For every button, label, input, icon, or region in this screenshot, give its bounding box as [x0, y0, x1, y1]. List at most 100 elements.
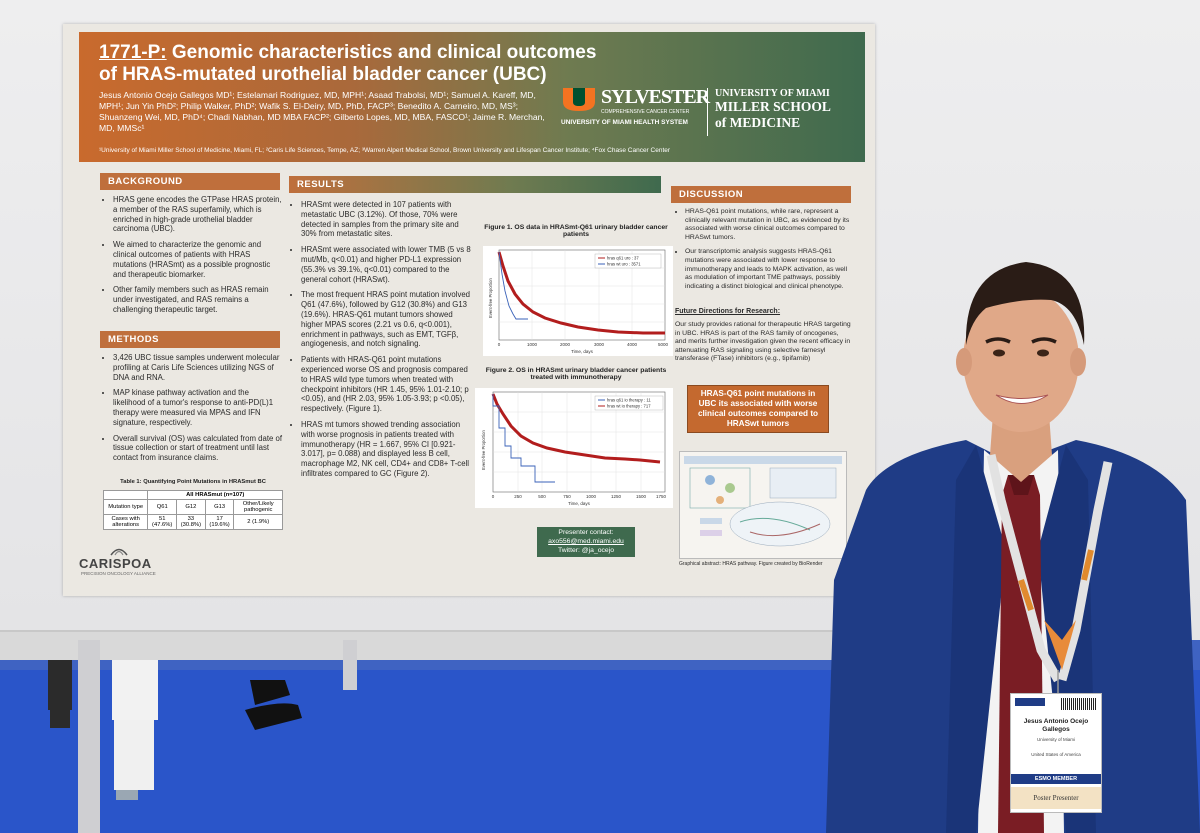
um-line1: UNIVERSITY OF MIAMI [715, 88, 830, 99]
poster-title-text: Genomic characteristics and clinical out… [99, 42, 597, 85]
background-item: HRAS gene encodes the GTPase HRAS protei… [113, 195, 283, 234]
contact-twitter: Twitter: @ja_ocejo [557, 547, 614, 554]
mutation-table: All HRASmut (n=107) Mutation type Q61 G1… [102, 490, 283, 530]
table-header: G12 [176, 499, 206, 515]
fig2-xtick: 1250 [611, 494, 622, 499]
fig2-ylabel: Event-free Proportion [481, 430, 486, 470]
discussion-text: HRAS-Q61 point mutations, while rare, re… [675, 208, 851, 297]
table-header: Mutation type [102, 499, 149, 515]
um-u-logo-icon [563, 88, 595, 111]
badge-country: United States of America [1031, 752, 1081, 757]
table-cell: 17 (19.6%) [204, 514, 235, 530]
table-cell: 33 (30.8%) [176, 514, 206, 530]
table-group-header: All HRASmut (n=107) [147, 490, 283, 500]
contact-email: axo556@med.miami.edu [548, 538, 624, 545]
fig1-legend-item: hras q61 uro : 37 [607, 256, 639, 261]
caris-logo: CARISPOA PRECISION ONCOLOGY ALLIANCE [79, 544, 169, 576]
graphical-abstract-caption: Graphical abstract: HRAS pathway. Figure… [679, 561, 823, 567]
um-line3: of MEDICINE [715, 115, 801, 130]
caris-arc-icon [110, 548, 128, 556]
wt-io-survival-curve [491, 393, 661, 464]
poster-code: 1771-P: [99, 42, 167, 63]
caris-sub: PRECISION ONCOLOGY ALLIANCE [81, 571, 156, 576]
discussion-item: HRAS-Q61 point mutations, while rare, re… [685, 208, 851, 242]
table-cell: 2 (1.9%) [233, 514, 283, 530]
fig2-xtick: 1000 [586, 494, 597, 499]
q61-survival-curve [498, 251, 528, 320]
face [963, 288, 1079, 432]
um-miller-logo: UNIVERSITY OF MIAMI MILLER SCHOOL of MED… [715, 88, 831, 131]
figure1-km-plot: hras q61 uro : 37 hras wt uro : 3571 0 1… [483, 246, 673, 356]
badge-role: Poster Presenter [1011, 787, 1101, 809]
hras-pathway-diagram-icon [684, 456, 842, 547]
badge-org: University of Miami [1036, 737, 1075, 742]
presenter-person [826, 262, 1200, 833]
results-item: HRASmt were detected in 107 patients wit… [301, 200, 475, 239]
fig2-xtick: 1750 [656, 494, 667, 499]
results-text: HRASmt were detected in 107 patients wit… [291, 200, 475, 485]
logo-divider [707, 88, 708, 136]
figure2-caption: Figure 2. OS in HRASmt urinary bladder c… [485, 367, 667, 381]
poster-title: 1771-P: Genomic characteristics and clin… [99, 42, 619, 86]
methods-item: Overall survival (OS) was calculated fro… [113, 434, 283, 463]
sylvester-logo: SYLVESTER COMPREHENSIVE CANCER CENTER UN… [561, 82, 711, 132]
fig2-xtick: 500 [538, 494, 546, 499]
future-directions-text: Our study provides rational for therapeu… [675, 321, 851, 363]
background-people-legs [48, 660, 302, 800]
table-header: Q61 [147, 499, 178, 515]
results-heading: RESULTS [289, 176, 661, 193]
um-line2: MILLER SCHOOL [715, 99, 831, 114]
caris-name: CARISPOA [79, 556, 152, 571]
barcode-icon [1061, 698, 1097, 710]
figure2-km-plot: hras q61 io therapy : 11 hras wt io ther… [475, 388, 673, 508]
fig1-xlabel: Time, days [571, 349, 594, 354]
fig2-legend-item: hras q61 io therapy : 11 [607, 398, 651, 403]
background-item: We aimed to characterize the genomic and… [113, 240, 283, 279]
figure1-caption: Figure 1. OS data in HRASmt-Q61 urinary … [484, 224, 668, 238]
methods-text: 3,426 UBC tissue samples underwent molec… [103, 353, 283, 469]
methods-heading: METHODS [100, 331, 280, 348]
poster-affiliations: ¹University of Miami Miller School of Me… [99, 147, 671, 154]
fig1-xtick: 1000 [527, 342, 538, 347]
hair [965, 262, 1085, 345]
results-item: Patients with HRAS-Q61 point mutations e… [301, 355, 475, 414]
lanyard-clip [1044, 620, 1076, 670]
sylvester-name: SYLVESTER [601, 86, 710, 108]
table1-caption: Table 1: Quantifying Point Mutations in … [120, 479, 266, 485]
methods-item: MAP kinase pathway activation and the li… [113, 388, 283, 427]
fig2-legend-item: hras wt io therapy : 717 [607, 404, 651, 409]
fig1-xtick: 0 [498, 342, 501, 347]
board-leg-left [78, 640, 100, 833]
q61-io-survival-curve [492, 394, 555, 483]
methods-item: 3,426 UBC tissue samples underwent molec… [113, 353, 283, 382]
badge-member: ESMO MEMBER [1011, 774, 1101, 784]
fig1-xtick: 3000 [594, 342, 605, 347]
background-heading: BACKGROUND [100, 173, 280, 190]
fig2-xtick: 250 [514, 494, 522, 499]
fig2-xtick: 1500 [636, 494, 647, 499]
poster-authors: Jesus Antonio Ocejo Gallegos MD¹; Estela… [99, 90, 545, 133]
table-header: Other/Likely pathogenic [233, 499, 283, 515]
fig2-xlabel: Time, days [568, 501, 591, 506]
results-item: HRASmt were associated with lower TMB (5… [301, 245, 475, 284]
table-cell: Cases with alterations [102, 514, 149, 530]
esmo-logo-icon [1015, 698, 1045, 706]
presenter-contact-box: Presenter contact: axo556@med.miami.edu … [537, 527, 635, 557]
future-directions-heading: Future Directions for Research: [675, 308, 781, 315]
fig1-legend-item: hras wt uro : 3571 [607, 262, 641, 267]
fig1-xtick: 2000 [560, 342, 571, 347]
fig1-ylabel: Event-free Proportion [488, 278, 493, 318]
background-item: Other family members such as HRAS remain… [113, 285, 283, 314]
fig2-xtick: 750 [563, 494, 571, 499]
badge-name: Jesus Antonio Ocejo Gallegos [1023, 718, 1089, 733]
fig1-xtick: 5000 [658, 342, 669, 347]
conference-badge: Jesus Antonio Ocejo Gallegos University … [1010, 693, 1102, 813]
sylvester-system: UNIVERSITY OF MIAMI HEALTH SYSTEM [561, 119, 688, 126]
discussion-heading: DISCUSSION [671, 186, 851, 203]
poster-banner: 1771-P: Genomic characteristics and clin… [79, 32, 865, 162]
poster-board-frame [0, 630, 850, 660]
key-finding-callout: HRAS-Q61 point mutations in UBC its asso… [687, 385, 829, 433]
discussion-item: Our transcriptomic analysis suggests HRA… [685, 248, 851, 291]
results-item: HRAS mt tumors showed trending associati… [301, 420, 475, 479]
board-leg-middle [343, 640, 357, 690]
